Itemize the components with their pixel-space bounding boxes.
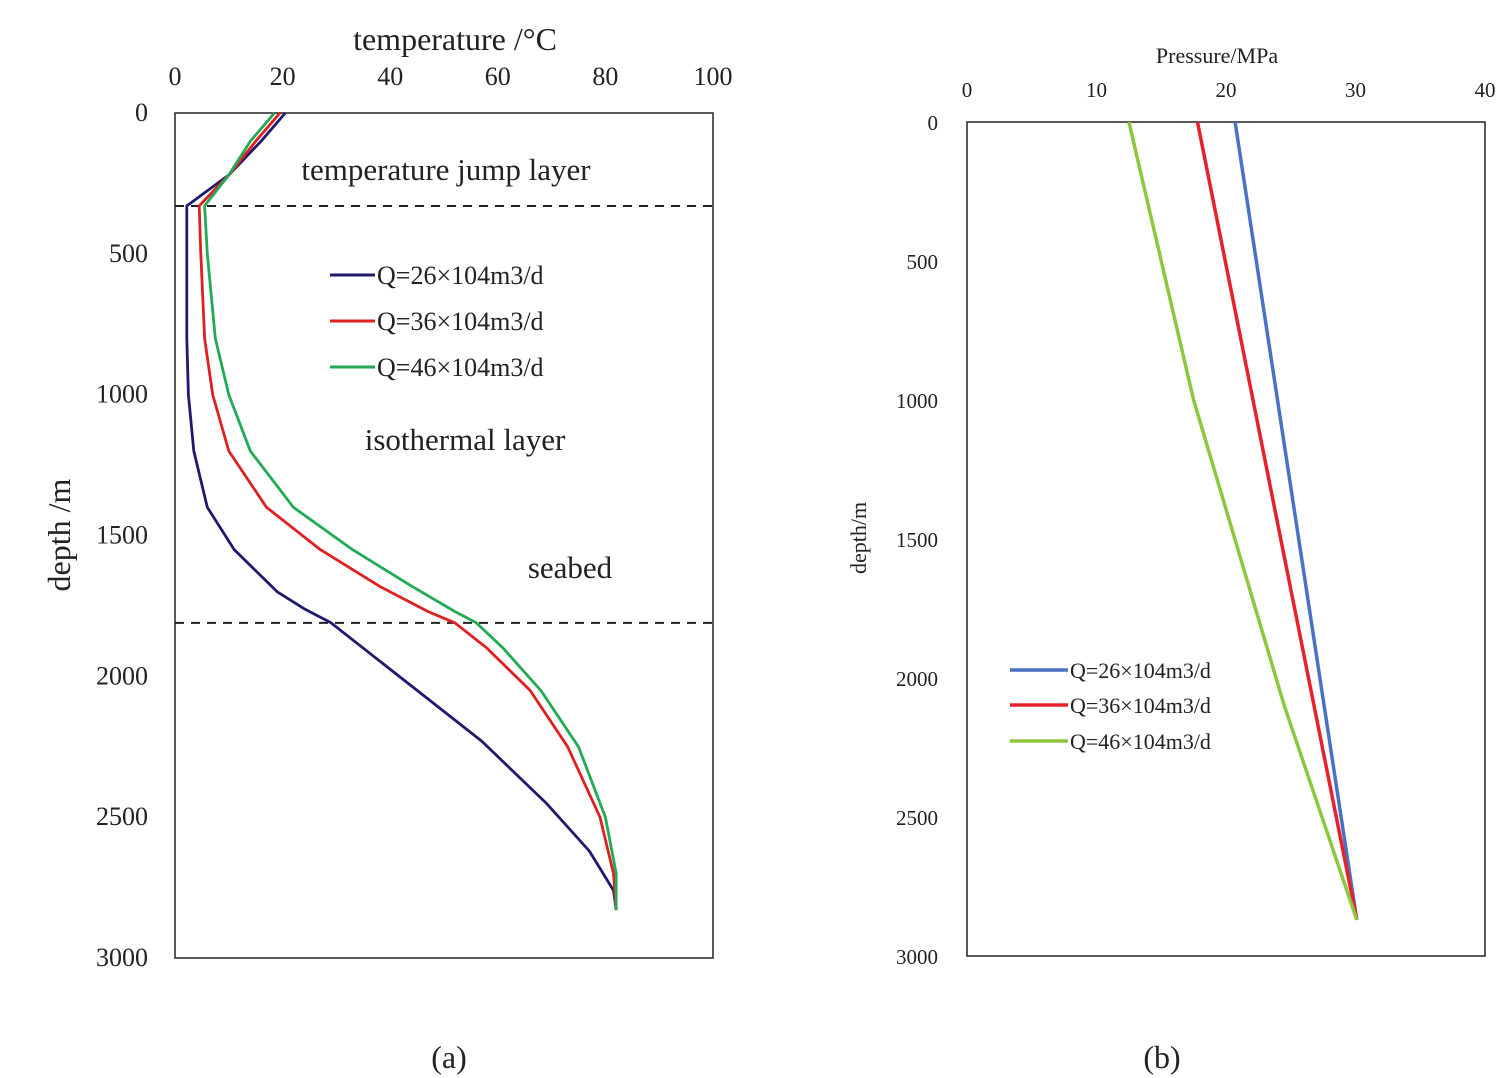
panel-b-series-line-2 bbox=[1195, 121, 1359, 921]
panel-a-y-tick-label: 0 bbox=[135, 98, 148, 127]
panel-a-series-line-2 bbox=[197, 112, 618, 911]
panel-a-legend: Q=26×104m3/d Q=36×104m3/d Q=46×104m3/d bbox=[330, 261, 544, 382]
panel-b-legend: Q=26×104m3/d Q=36×104m3/d Q=46×104m3/d bbox=[1010, 658, 1211, 754]
panel-b-x-tick-label: 0 bbox=[962, 78, 973, 102]
panel-b-series-line-1 bbox=[1233, 121, 1359, 921]
panel-b-plot-frame bbox=[966, 121, 1486, 957]
panel-b-x-tick-label: 10 bbox=[1086, 78, 1107, 102]
panel-a-y-tick-label: 3000 bbox=[96, 943, 148, 972]
panel-b-y-tick-label: 3000 bbox=[896, 945, 938, 969]
panel-b-y-tick-label: 2000 bbox=[896, 667, 938, 691]
panel-a-x-tick-label: 20 bbox=[270, 62, 296, 91]
panel-b-x-tick-label: 30 bbox=[1345, 78, 1366, 102]
panel-a-annotation-isothermal-layer: isothermal layer bbox=[365, 422, 566, 457]
panel-a-x-axis-title: temperature /°C bbox=[353, 21, 557, 57]
panel-a-y-tick-label: 500 bbox=[109, 239, 148, 268]
panel-b-legend-label-3: Q=46×104m3/d bbox=[1070, 729, 1211, 754]
panel-a-annotation-jump-layer: temperature jump layer bbox=[301, 152, 591, 187]
panel-b-legend-label-2: Q=36×104m3/d bbox=[1070, 693, 1211, 718]
panel-b-y-axis-title: depth/m bbox=[846, 502, 871, 574]
panel-b-y-tick-label: 500 bbox=[907, 250, 939, 274]
panel-b-y-tick-label: 1000 bbox=[896, 389, 938, 413]
panel-a-y-tick-label: 1500 bbox=[96, 521, 148, 550]
panel-a-y-axis-title: depth /m bbox=[41, 478, 77, 591]
panel-a-x-tick-label: 60 bbox=[485, 62, 511, 91]
panel-b-x-tick-label: 40 bbox=[1475, 78, 1496, 102]
panel-a-x-tick-label: 0 bbox=[169, 62, 182, 91]
panel-a-plot-frame bbox=[174, 112, 714, 959]
panel-a-x-tick-label: 80 bbox=[592, 62, 618, 91]
panel-a-x-tick-label: 40 bbox=[377, 62, 403, 91]
panel-a-series-line-3 bbox=[203, 112, 618, 911]
panel-b-chart: 0 10 20 30 40 0 500 1000 1500 2000 2500 3000 Pressu… bbox=[846, 43, 1496, 969]
panel-b-legend-label-1: Q=26×104m3/d bbox=[1070, 658, 1211, 683]
caption-a: (a) bbox=[431, 1039, 467, 1075]
panel-b-y-tick-label: 1500 bbox=[896, 528, 938, 552]
panel-a-legend-label-3: Q=46×104m3/d bbox=[377, 353, 544, 382]
panel-b-y-tick-label: 0 bbox=[928, 111, 939, 135]
panel-a-legend-label-1: Q=26×104m3/d bbox=[377, 261, 544, 290]
panel-a-y-tick-label: 2500 bbox=[96, 802, 148, 831]
caption-b: (b) bbox=[1143, 1039, 1180, 1075]
panel-b-x-tick-label: 20 bbox=[1216, 78, 1237, 102]
panel-b-series-line-3 bbox=[1127, 121, 1359, 921]
panel-a-y-tick-label: 2000 bbox=[96, 661, 148, 690]
panel-a-x-tick-label: 100 bbox=[694, 62, 733, 91]
panel-b-y-tick-label: 2500 bbox=[896, 806, 938, 830]
panel-a-y-tick-label: 1000 bbox=[96, 380, 148, 409]
panel-a-series-line-1 bbox=[185, 112, 618, 911]
panel-a-legend-label-2: Q=36×104m3/d bbox=[377, 307, 544, 336]
panel-a-annotation-seabed: seabed bbox=[528, 550, 613, 585]
panel-b-x-axis-title: Pressure/MPa bbox=[1156, 43, 1278, 68]
